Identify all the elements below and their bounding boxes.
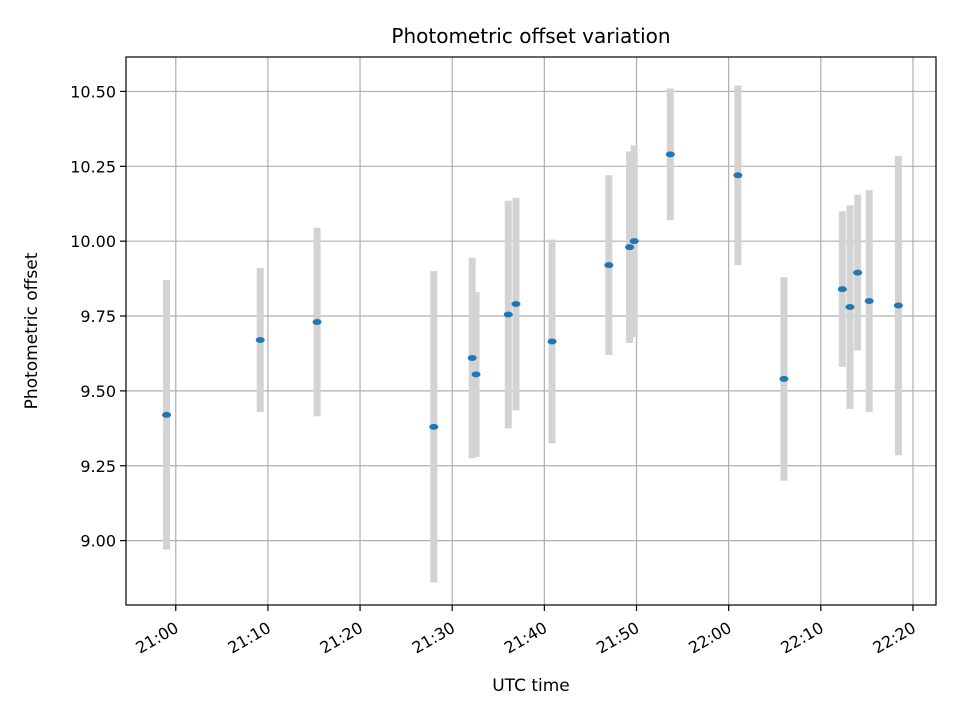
chart-title: Photometric offset variation: [391, 24, 670, 48]
data-point: [665, 151, 675, 158]
data-point: [312, 319, 322, 326]
data-point: [604, 262, 614, 269]
y-tick-label: 9.25: [80, 457, 116, 476]
data-point: [864, 298, 874, 305]
y-axis-ticks: 9.00 9.25 9.50 9.75 10.00 10.25 10.50: [70, 82, 126, 551]
data-point: [162, 411, 172, 418]
data-point: [893, 302, 903, 309]
y-tick-label: 10.25: [70, 157, 116, 176]
x-axis-label: UTC time: [492, 676, 570, 696]
y-tick-label: 9.50: [80, 382, 116, 401]
data-point: [547, 338, 557, 345]
data-point: [255, 336, 265, 343]
data-point: [733, 172, 743, 179]
data-point: [511, 301, 521, 308]
data-point: [837, 286, 847, 293]
data-point: [629, 238, 639, 245]
data-point: [779, 375, 789, 382]
data-point: [467, 354, 477, 361]
data-point: [845, 304, 855, 311]
data-point: [429, 423, 439, 430]
data-point: [853, 269, 863, 276]
y-tick-label: 10.00: [70, 232, 116, 251]
y-tick-label: 9.75: [80, 307, 116, 326]
y-tick-label: 10.50: [70, 82, 116, 101]
data-points: [162, 151, 903, 430]
data-point: [503, 311, 513, 318]
data-point: [625, 244, 635, 251]
data-point: [471, 371, 481, 378]
y-axis-label: Photometric offset: [22, 252, 42, 409]
plot-frame: [125, 56, 937, 606]
y-tick-label: 9.00: [80, 532, 116, 551]
